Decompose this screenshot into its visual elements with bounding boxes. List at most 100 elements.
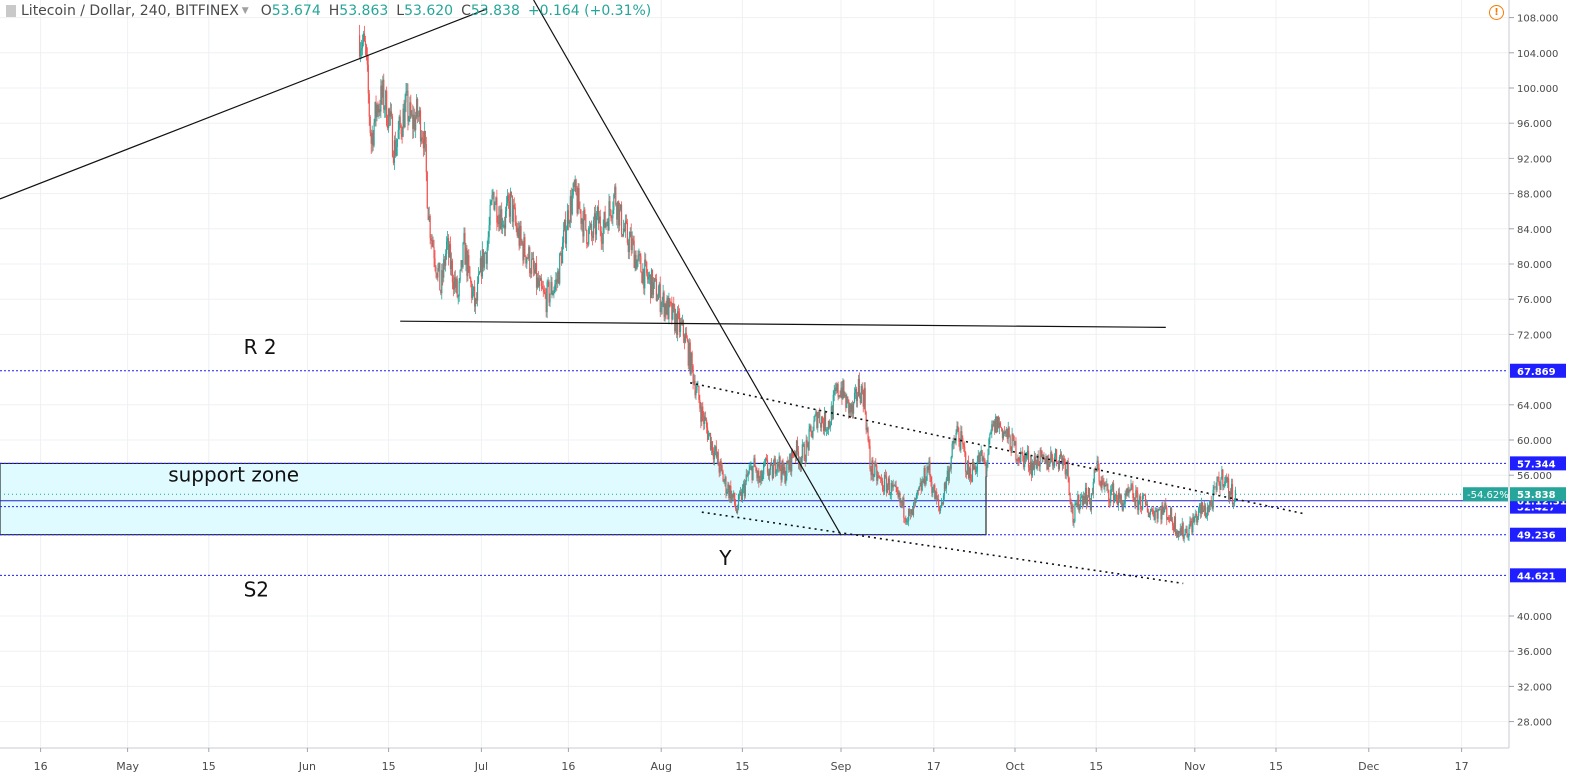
candle-body (1174, 516, 1177, 535)
candle-body (855, 388, 858, 401)
candle-body (653, 278, 656, 283)
candle-body (1040, 449, 1042, 452)
trend-line[interactable] (533, 0, 842, 536)
candle-body (961, 431, 963, 438)
candle-body (912, 502, 915, 516)
candle-body (691, 352, 693, 366)
chevron-down-icon[interactable]: ▼ (241, 6, 249, 16)
close-label: C (461, 3, 471, 19)
symbol-title[interactable]: Litecoin / Dollar, 240, BITFINEX (21, 3, 239, 19)
candle-body (826, 429, 829, 431)
candle-body (519, 225, 521, 246)
high-label: H (328, 3, 340, 19)
chart-annotation[interactable]: S2 (244, 578, 269, 602)
candle-body (666, 297, 668, 315)
candle-body (749, 466, 751, 470)
candle-body (1144, 495, 1147, 505)
candle-body (488, 225, 490, 238)
trend-line[interactable] (0, 8, 488, 200)
candle-body (1124, 493, 1126, 504)
candle-body (993, 420, 995, 426)
candle-body (755, 467, 757, 471)
candle-body (503, 224, 505, 226)
candle-body (484, 252, 486, 254)
candle-body (546, 281, 548, 313)
candle-body (934, 484, 936, 500)
candle-body (450, 260, 453, 270)
candle-body (939, 506, 941, 511)
symbol-legend[interactable]: Litecoin / Dollar, 240, BITFINEX ▼ O 53.… (6, 2, 651, 20)
support-zone-box[interactable] (0, 462, 987, 536)
candle-body (839, 395, 841, 397)
candle-body (697, 385, 699, 387)
candle-body (936, 491, 938, 500)
candle-body (644, 259, 646, 289)
candle-body (913, 502, 916, 504)
candle-body (662, 292, 664, 301)
candle-body (470, 278, 472, 283)
candle-body (513, 204, 515, 208)
candle-body (1198, 507, 1200, 517)
candle-body (1032, 463, 1034, 470)
candle-body (600, 231, 602, 242)
candle-body (1171, 521, 1174, 526)
candle-body (1114, 494, 1117, 496)
candle-body (388, 109, 391, 117)
candle-body (964, 447, 966, 453)
candle-body (965, 452, 967, 472)
candle-body (693, 380, 695, 384)
candle-body (510, 191, 512, 196)
candle-body (1181, 523, 1183, 535)
candle-body (845, 394, 847, 409)
candle-body (1154, 510, 1156, 520)
candle-body (766, 459, 769, 473)
candle-body (905, 518, 907, 523)
candle-body (941, 502, 944, 505)
candle-body (422, 139, 424, 149)
trend-line[interactable] (400, 320, 1166, 328)
candle-body (481, 249, 483, 277)
candle-body (918, 486, 920, 491)
candle-body (1148, 514, 1150, 518)
candle-body (469, 266, 471, 279)
time-axis-label: Nov (1184, 760, 1206, 773)
candle-body (1038, 464, 1040, 467)
candle-body (719, 461, 721, 473)
candle-body (559, 253, 561, 284)
candle-body (552, 293, 554, 295)
candle-body (561, 252, 563, 264)
level-price-tag-bg (1510, 363, 1566, 378)
candle-body (987, 454, 989, 464)
candle-body (1157, 510, 1159, 519)
candle-body (836, 383, 838, 391)
candle-body (685, 333, 687, 339)
candle-body (1153, 515, 1155, 520)
candle-body (1062, 458, 1064, 466)
candle-body (983, 457, 985, 461)
candle-body (1199, 504, 1201, 508)
candle-body (1233, 499, 1236, 503)
candle-body (533, 258, 535, 269)
channel-line-dotted[interactable] (690, 382, 1306, 515)
candle-body (825, 429, 828, 431)
candle-body (948, 468, 950, 481)
candle-body (554, 284, 556, 290)
candle-body (1228, 478, 1230, 500)
chart-annotation[interactable]: support zone (168, 462, 299, 486)
candle-body (379, 109, 381, 112)
candle-body (823, 422, 825, 431)
chart-annotation[interactable]: Y (718, 546, 732, 570)
candle-body (1126, 488, 1128, 496)
price-axis-label: 56.000 (1517, 471, 1552, 482)
candle-body (1164, 503, 1166, 509)
candle-body (623, 228, 626, 232)
candle-body (867, 427, 869, 441)
candle-body (768, 470, 771, 476)
candle-body (1123, 503, 1125, 505)
alert-icon[interactable]: ! (1489, 5, 1504, 20)
candle-body (375, 102, 377, 118)
candle-body (493, 192, 495, 210)
chart-annotation[interactable]: R 2 (244, 335, 277, 359)
candle-body (811, 430, 813, 438)
